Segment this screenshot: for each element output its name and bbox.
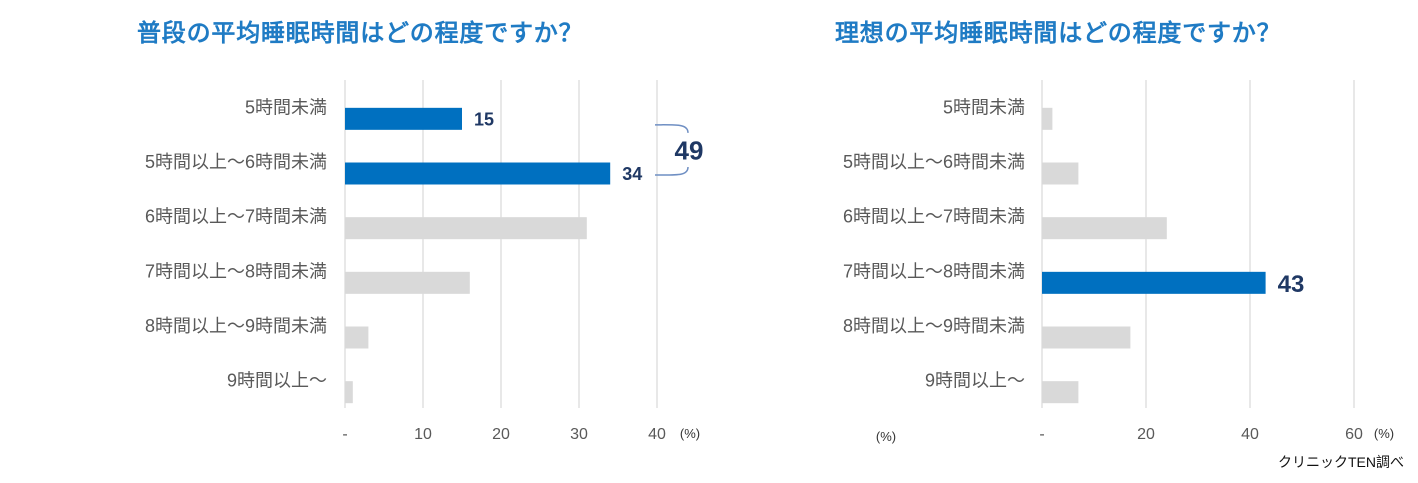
bar	[1042, 326, 1131, 349]
x-tick-label: 60	[1345, 426, 1363, 443]
x-unit-label: (%)	[1374, 426, 1394, 441]
category-label: 9時間以上～	[227, 371, 327, 391]
category-label: 5時間未満	[245, 97, 327, 117]
chart-title-usual-sleep: 普段の平均睡眠時間はどの程度ですか？	[137, 19, 583, 47]
bar	[345, 381, 353, 404]
bracket-top	[654, 124, 689, 133]
highlighted-bar	[345, 162, 611, 185]
data-label: 43	[1278, 271, 1305, 298]
x-tick-label: 30	[570, 426, 588, 443]
x-tick-label: -	[342, 426, 347, 443]
highlighted-bar	[1042, 271, 1266, 294]
category-label: 8時間以上～9時間未満	[145, 316, 327, 336]
category-label: 6時間以上～7時間未満	[145, 207, 327, 227]
bar	[345, 326, 369, 349]
category-label: 5時間未満	[943, 97, 1025, 117]
x-tick-label: 20	[1137, 426, 1155, 443]
highlighted-bar	[345, 107, 462, 130]
x-tick-label: 40	[648, 426, 666, 443]
data-label: 34	[622, 164, 642, 184]
unit-note: (%)	[876, 429, 896, 444]
x-tick-label: -	[1039, 426, 1044, 443]
category-label: 6時間以上～7時間未満	[843, 207, 1025, 227]
bar	[345, 271, 470, 294]
bar	[1042, 381, 1079, 404]
usual-sleep-bar-chart: - 10 20 30 40 (%) 5時間未満 15 5時間以上～6時間未満 34 6時間以上～7時…	[145, 80, 703, 443]
bar	[1042, 107, 1053, 130]
category-label: 7時間以上～8時間未満	[843, 261, 1025, 281]
x-tick-label: 40	[1241, 426, 1259, 443]
category-label: 8時間以上～9時間未満	[843, 316, 1025, 336]
bar	[1042, 162, 1079, 185]
category-label: 5時間以上～6時間未満	[145, 152, 327, 172]
bar	[1042, 217, 1167, 240]
data-label: 15	[474, 109, 494, 129]
ideal-sleep-bar-chart: - 20 40 60 (%) (%) 5時間未満 5時間以上～6時間未満 6時間以上～7時間未満…	[843, 80, 1394, 444]
chart-title-ideal-sleep: 理想の平均睡眠時間はどの程度ですか？	[835, 19, 1281, 47]
bracket-bottom	[654, 166, 689, 176]
x-tick-label: 10	[414, 426, 432, 443]
category-label: 7時間以上～8時間未満	[145, 261, 327, 281]
source-note: クリニックTEN調べ	[1278, 454, 1404, 470]
x-unit-label: (%)	[680, 426, 700, 441]
category-label: 5時間以上～6時間未満	[843, 152, 1025, 172]
bar	[345, 217, 587, 240]
x-tick-label: 20	[492, 426, 510, 443]
sum-annotation-label: 49	[675, 135, 704, 165]
category-label: 9時間以上～	[925, 371, 1025, 391]
